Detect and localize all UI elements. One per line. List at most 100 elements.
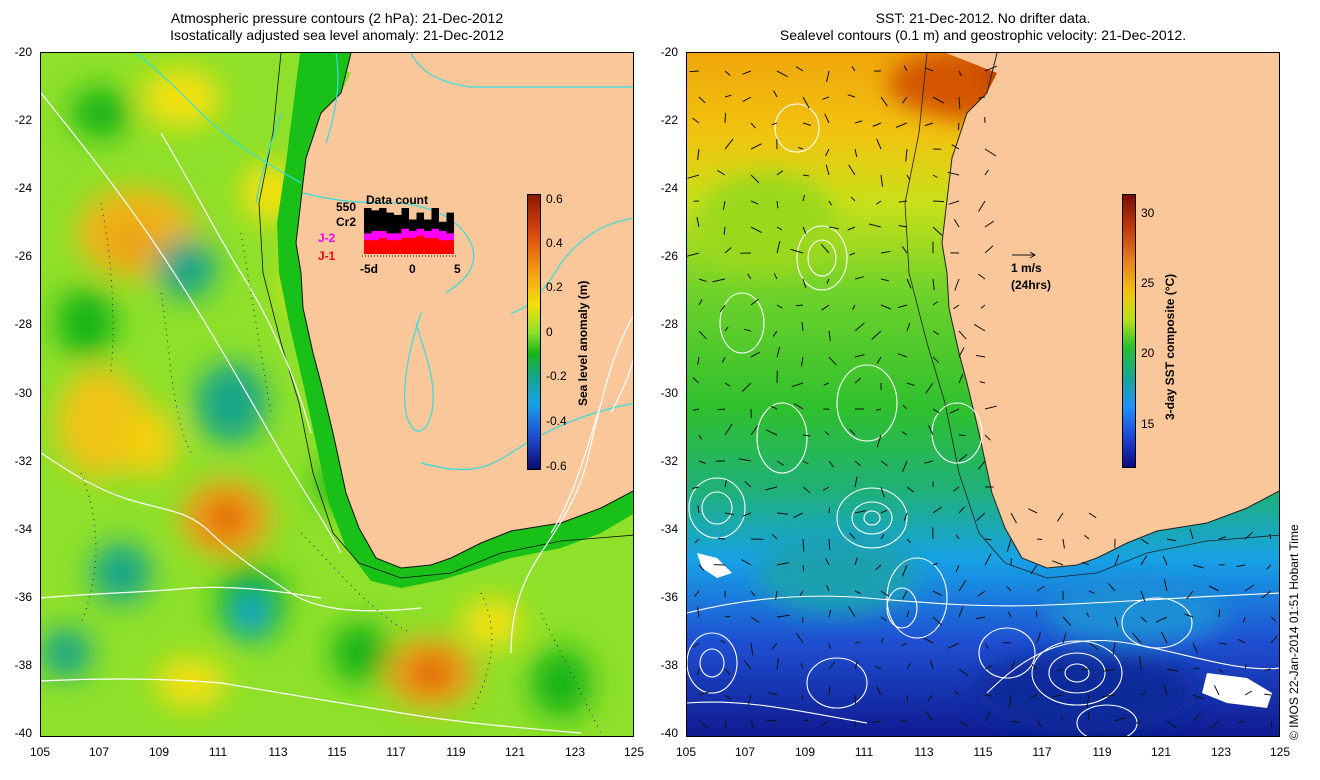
velocity-arrow <box>847 226 856 231</box>
velocity-arrow <box>797 146 804 150</box>
sealevel-contours <box>687 103 1279 736</box>
velocity-arrow <box>724 112 727 124</box>
velocity-arrow <box>802 226 807 234</box>
velocity-arrow <box>854 276 864 280</box>
velocity-arrow <box>880 486 885 498</box>
velocity-arrow <box>828 200 833 206</box>
velocity-arrow <box>1102 668 1116 672</box>
velocity-arrow <box>880 96 888 107</box>
velocity-arrow <box>1218 668 1223 673</box>
lat-tick: -34 <box>660 522 678 536</box>
velocity-arrow <box>822 96 830 100</box>
lon-tick: 109 <box>794 745 816 759</box>
velocity-arrow <box>1140 555 1148 566</box>
velocity-arrow <box>980 304 986 309</box>
data-count-bar-j1 <box>386 240 394 254</box>
lat-tick: -30 <box>660 386 678 400</box>
velocity-arrow <box>902 590 908 600</box>
velocity-arrow <box>906 486 915 493</box>
velocity-arrow <box>1213 685 1220 696</box>
velocity-arrow <box>802 616 804 623</box>
velocity-arrow <box>876 434 882 448</box>
velocity-arrow <box>826 70 830 83</box>
velocity-arrow <box>975 354 986 358</box>
velocity-arrow <box>949 408 960 414</box>
velocity-arrow <box>825 148 830 157</box>
velocity-arrow <box>947 642 960 649</box>
velocity-arrow <box>696 668 700 676</box>
velocity-arrow <box>979 381 986 384</box>
velocity-arrow <box>924 710 934 722</box>
lat-tick: -40 <box>660 726 678 740</box>
velocity-arrow <box>903 65 908 72</box>
velocity-arrow <box>880 250 891 254</box>
velocity-arrow <box>1114 616 1119 627</box>
data-count-bar-j1 <box>416 235 424 254</box>
velocity-arrow <box>750 616 760 624</box>
velocity-arrow <box>1007 611 1012 618</box>
velocity-arrow <box>776 170 784 176</box>
velocity-arrow <box>984 220 994 228</box>
velocity-arrow <box>932 96 945 104</box>
velocity-arrow <box>696 606 700 618</box>
velocity-arrow <box>852 304 856 310</box>
velocity-arrow <box>800 356 804 367</box>
velocity-arrow <box>698 278 707 282</box>
velocity-arrow <box>954 690 960 696</box>
velocity-arrow <box>1062 538 1065 549</box>
sst-map <box>686 52 1280 737</box>
velocity-arrow <box>1184 613 1194 618</box>
velocity-arrow <box>723 226 726 235</box>
velocity-arrow <box>698 96 706 104</box>
velocity-arrow <box>824 113 830 124</box>
velocity-arrow <box>874 665 882 670</box>
velocity-arrow <box>880 637 884 644</box>
colorbar-tick: -0.2 <box>546 369 567 383</box>
velocity-arrow <box>854 322 865 332</box>
velocity-arrow <box>724 615 731 618</box>
velocity-arrow <box>906 323 911 332</box>
velocity-arrow <box>773 273 778 280</box>
velocity-arrow <box>826 584 830 592</box>
data-count-bar-j1 <box>394 240 402 254</box>
velocity-arrow <box>1006 538 1012 552</box>
velocity-arrow <box>802 564 805 572</box>
velocity-arrow <box>905 148 908 162</box>
data-count-bar-j1 <box>401 237 409 254</box>
velocity-arrow <box>880 533 885 540</box>
velocity-arrow <box>932 590 942 597</box>
velocity-arrow <box>712 278 726 283</box>
velocity-arrow <box>1088 512 1097 519</box>
velocity-arrow <box>776 512 789 515</box>
velocity-arrow <box>1270 720 1273 730</box>
velocity-arrow <box>741 382 752 392</box>
velocity-arrow <box>932 562 938 566</box>
velocity-arrow <box>793 403 804 410</box>
velocity-arrow <box>978 273 986 280</box>
velocity-arrow <box>1008 694 1012 708</box>
velocity-arrow <box>932 301 938 306</box>
velocity-arrow <box>1161 631 1168 644</box>
velocity-arrow <box>932 330 939 335</box>
data-count-bar-j1 <box>446 240 454 254</box>
velocity-arrow <box>928 425 934 436</box>
velocity-arrow <box>1263 668 1272 671</box>
velocity-arrow <box>958 96 961 110</box>
velocity-arrow <box>1244 531 1254 540</box>
velocity-arrow <box>1062 632 1067 644</box>
velocity-arrow <box>953 219 960 228</box>
velocity-arrow <box>687 252 700 257</box>
velocity-arrow <box>692 486 700 489</box>
velocity-arrow <box>1139 656 1142 670</box>
velocity-arrow <box>1114 717 1127 722</box>
velocity-arrow <box>902 460 908 472</box>
velocity-arrow <box>1112 642 1116 656</box>
velocity-arrow <box>717 169 726 176</box>
velocity-arrow <box>955 564 960 573</box>
depth-contour <box>904 53 1279 579</box>
velocity-arrow <box>689 70 700 73</box>
left-title-line2: Isostatically adjusted sea level anomaly… <box>170 27 504 43</box>
velocity-arrow <box>750 642 754 656</box>
velocity-arrow <box>1166 668 1179 672</box>
sst-colorbar <box>1122 194 1136 468</box>
